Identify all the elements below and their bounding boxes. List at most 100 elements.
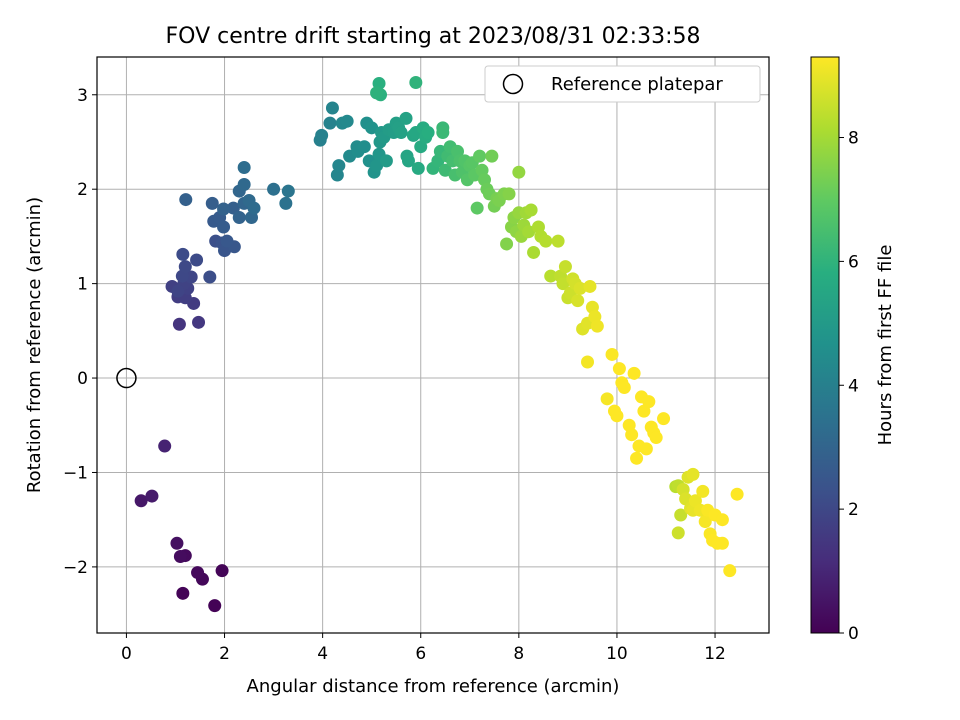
data-point [657, 412, 671, 426]
data-point [686, 467, 700, 481]
data-point [232, 211, 246, 225]
data-point [612, 362, 626, 376]
data-point [205, 196, 219, 210]
data-point [581, 355, 595, 369]
grid [97, 57, 769, 633]
x-tick-label: 0 [121, 644, 132, 664]
y-axis-label: Rotation from reference (arcmin) [24, 197, 45, 493]
data-point [203, 270, 217, 284]
data-point [671, 526, 685, 540]
data-point [145, 489, 159, 503]
data-point [365, 121, 379, 135]
reference-platepar-marker [116, 367, 137, 389]
data-point [357, 140, 371, 154]
data-point [217, 202, 231, 216]
data-point [315, 128, 329, 142]
data-point [340, 114, 354, 128]
data-point [558, 260, 572, 274]
data-point [630, 451, 644, 465]
data-point [226, 201, 240, 215]
data-point [522, 225, 536, 239]
legend-label: Reference platepar [551, 74, 723, 95]
data-point [625, 428, 639, 442]
data-point [590, 319, 604, 333]
data-point [573, 281, 587, 295]
x-tick-label: 4 [317, 644, 328, 664]
y-axis: −2 −1 0 1 2 3 [63, 86, 97, 578]
colorbar-tick-label: 6 [848, 252, 859, 272]
data-point [323, 116, 337, 130]
data-point [502, 187, 516, 201]
data-point [421, 126, 435, 140]
x-tick-label: 6 [415, 644, 426, 664]
y-tick-label: −2 [63, 558, 88, 578]
data-point [173, 550, 187, 564]
x-tick-label: 12 [704, 644, 726, 664]
data-point [617, 380, 631, 394]
x-axis: 0 2 4 6 8 10 12 [121, 633, 726, 664]
data-point [696, 484, 710, 498]
colorbar-ticks: 0 2 4 6 8 [839, 129, 859, 644]
data-point [524, 203, 538, 217]
data-point [485, 149, 499, 163]
chart-title: FOV centre drift starting at 2023/08/31 … [166, 24, 701, 49]
scatter-points [134, 75, 744, 613]
y-tick-label: −1 [63, 463, 88, 483]
data-point [370, 86, 384, 100]
legend-marker-icon [502, 73, 524, 95]
data-point [551, 234, 565, 248]
colorbar-tick-label: 8 [848, 129, 859, 149]
colorbar-label: Hours from first FF file [875, 245, 896, 446]
data-point [220, 234, 234, 248]
data-point [715, 513, 729, 527]
data-point [730, 487, 744, 501]
colorbar-gradient [810, 56, 840, 634]
data-point [605, 347, 619, 361]
data-point [399, 111, 413, 125]
data-point [698, 515, 712, 529]
y-tick-label: 2 [77, 180, 88, 200]
data-point [512, 165, 526, 179]
data-point [237, 177, 251, 191]
data-point [527, 245, 541, 259]
data-point [411, 161, 425, 175]
data-point [179, 193, 193, 207]
data-point [571, 294, 585, 308]
x-axis-label: Angular distance from reference (arcmin) [247, 676, 620, 697]
data-point [215, 564, 229, 578]
legend-box [484, 65, 761, 103]
data-point [409, 75, 423, 89]
data-point [436, 126, 450, 140]
data-point [723, 564, 737, 578]
data-point [208, 599, 222, 613]
data-point [267, 182, 281, 196]
colorbar-tick-label: 0 [848, 624, 859, 644]
y-tick-label: 0 [77, 369, 88, 389]
data-point [627, 366, 641, 380]
data-point [192, 315, 206, 329]
data-point [500, 237, 514, 251]
data-point [217, 220, 231, 234]
data-point [544, 269, 558, 283]
data-point [539, 234, 553, 248]
data-point [190, 253, 204, 267]
legend: Reference platepar [484, 65, 761, 103]
data-point [379, 154, 393, 168]
data-point [370, 159, 384, 173]
data-point [438, 163, 452, 177]
data-point [237, 160, 251, 174]
data-point [171, 284, 185, 298]
data-point [715, 536, 729, 550]
x-tick-label: 8 [513, 644, 524, 664]
data-point [325, 101, 339, 115]
data-point [172, 317, 186, 331]
x-tick-label: 2 [219, 644, 230, 664]
plot-frame [96, 56, 770, 634]
data-point [642, 395, 656, 409]
data-point [473, 149, 487, 163]
data-point [600, 392, 614, 406]
colorbar: 0 2 4 6 8 Hours from first FF file [810, 56, 896, 644]
data-point [134, 494, 148, 508]
data-point [279, 196, 293, 210]
